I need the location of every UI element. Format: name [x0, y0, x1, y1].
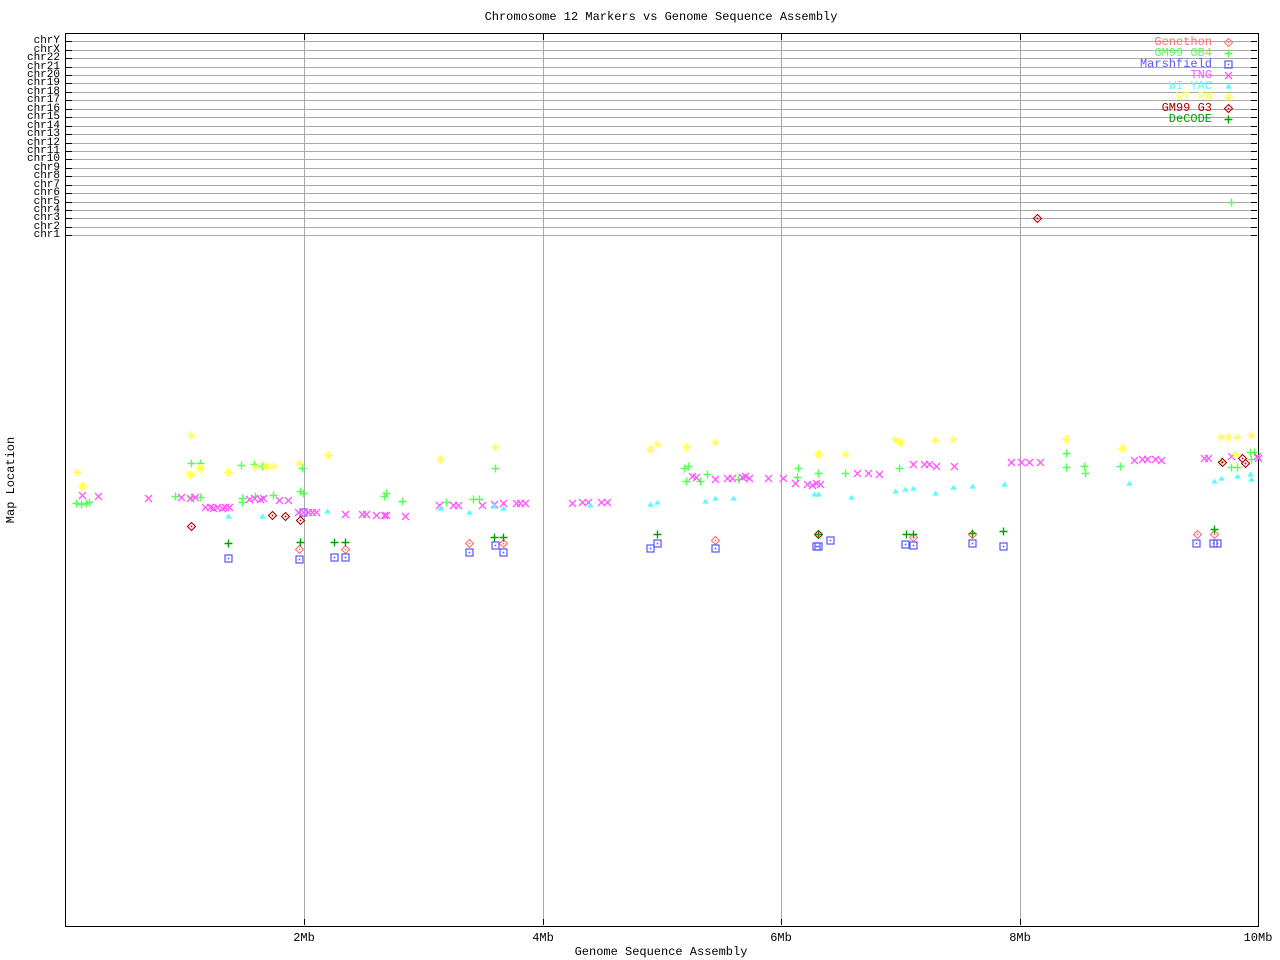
y-tick-label-chrX: chrX: [33, 44, 60, 56]
y-tick-label-chr2: chr2: [33, 221, 60, 233]
x-tick-label: 2Mb: [293, 931, 315, 945]
y-axis-label: Map Location: [4, 436, 18, 524]
x-axis-label: Genome Sequence Assembly: [574, 945, 748, 959]
y-tick-label-chr15: chr15: [26, 111, 60, 123]
y-tick-label-chr20: chr20: [26, 69, 60, 81]
chart-title: Chromosome 12 Markers vs Genome Sequence…: [484, 10, 838, 24]
x-tick-label: 10Mb: [1243, 931, 1273, 945]
y-tick-label-chr13: chr13: [26, 128, 60, 140]
y-tick-label-chr9: chr9: [33, 162, 60, 174]
x-tick-label: 4Mb: [532, 931, 554, 945]
y-tick-label-chr5: chr5: [33, 196, 60, 208]
y-tick-label-chr22: chr22: [26, 52, 60, 64]
x-tick-label: 8Mb: [1009, 931, 1031, 945]
y-tick-label-chr11: chr11: [26, 145, 60, 157]
y-tick-label-chrY: chrY: [33, 35, 60, 47]
y-tick-label-chr14: chr14: [26, 120, 60, 132]
plot-area: [65, 33, 1259, 927]
y-tick-label-chr6: chr6: [33, 187, 60, 199]
y-tick-label-chr12: chr12: [26, 137, 60, 149]
x-tick-label: 6Mb: [770, 931, 792, 945]
y-tick-label-chr3: chr3: [33, 212, 60, 224]
y-tick-label-chr21: chr21: [26, 61, 60, 73]
y-tick-label-chr18: chr18: [26, 86, 60, 98]
y-tick-label-chr7: chr7: [33, 179, 60, 191]
y-tick-label-chr19: chr19: [26, 77, 60, 89]
y-tick-label-chr1: chr1: [33, 229, 60, 241]
y-tick-label-chr17: chr17: [26, 94, 60, 106]
y-tick-label-chr8: chr8: [33, 170, 60, 182]
y-tick-label-chr4: chr4: [33, 204, 60, 216]
y-tick-label-chr10: chr10: [26, 153, 60, 165]
y-tick-label-chr16: chr16: [26, 103, 60, 115]
